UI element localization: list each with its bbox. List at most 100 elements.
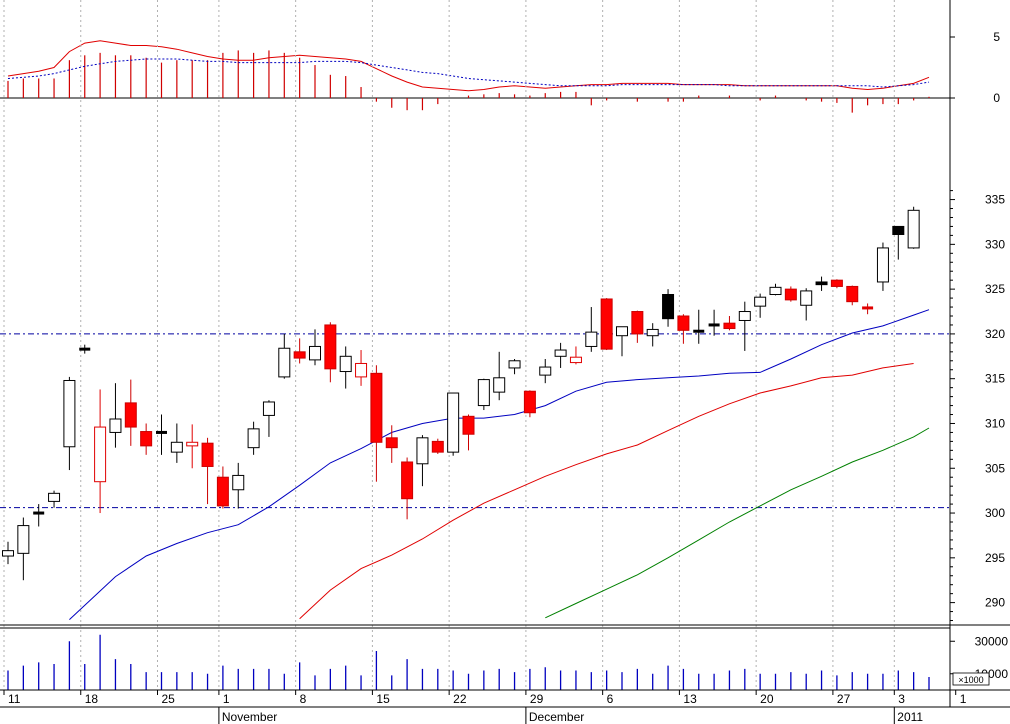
macd-tick-label: 0 xyxy=(993,91,1000,105)
day-label: 3 xyxy=(898,692,905,706)
candle xyxy=(616,326,628,357)
candle-body xyxy=(370,372,383,443)
candle-body xyxy=(17,525,30,554)
candle xyxy=(846,285,859,306)
candle-body xyxy=(508,360,521,369)
candle-body xyxy=(385,437,398,449)
candle-body xyxy=(2,550,14,557)
price-tick-label: 330 xyxy=(985,237,1005,251)
candle-body xyxy=(278,347,291,378)
candle xyxy=(247,421,260,455)
candle xyxy=(156,414,167,455)
moving-average-line-2 xyxy=(299,363,914,620)
candle-body xyxy=(539,366,552,376)
candle-body xyxy=(738,311,751,321)
candle xyxy=(569,346,582,365)
candle-body xyxy=(815,281,828,286)
day-label: 1 xyxy=(960,692,967,706)
candle xyxy=(800,288,813,321)
candle-body xyxy=(754,296,767,307)
day-label: 20 xyxy=(760,692,774,706)
candle xyxy=(33,504,45,527)
candle xyxy=(140,423,153,455)
candle xyxy=(508,358,521,375)
candle-body xyxy=(830,279,843,287)
candle-body xyxy=(662,294,675,320)
price-tick-label: 325 xyxy=(985,282,1005,296)
day-label: 18 xyxy=(85,692,99,706)
candle-body xyxy=(140,431,153,447)
candle-body xyxy=(554,349,567,357)
candle xyxy=(662,289,675,327)
candle xyxy=(493,351,506,401)
price-tick-label: 290 xyxy=(985,596,1005,610)
candle xyxy=(523,390,536,418)
candle xyxy=(631,310,644,343)
candle xyxy=(784,286,797,302)
candle-body xyxy=(33,511,45,515)
candle-body xyxy=(693,329,705,333)
candle xyxy=(754,293,767,318)
candle-body xyxy=(723,322,736,330)
moving-average-line-3 xyxy=(545,427,930,619)
macd-tick-label: 5 xyxy=(993,30,1000,44)
candle-body xyxy=(401,461,414,500)
candle xyxy=(677,314,690,344)
price-tick-label: 320 xyxy=(985,327,1005,341)
candle xyxy=(2,541,14,565)
candle xyxy=(232,462,245,509)
candle xyxy=(262,400,275,437)
candle xyxy=(907,206,920,249)
day-label: 11 xyxy=(8,692,21,706)
candle xyxy=(293,338,306,364)
day-label: 29 xyxy=(530,692,544,706)
candle xyxy=(324,322,337,383)
candle xyxy=(708,309,720,336)
candle-body xyxy=(124,402,137,428)
candle xyxy=(477,378,490,411)
candle-body xyxy=(293,351,306,359)
day-label: 22 xyxy=(453,692,467,706)
candle xyxy=(738,301,751,351)
candle xyxy=(462,414,475,451)
candle-body xyxy=(94,426,107,483)
macd-line xyxy=(7,40,930,92)
day-label: 1 xyxy=(223,692,230,706)
candle xyxy=(876,242,889,291)
candle xyxy=(431,438,444,454)
candle xyxy=(862,303,874,315)
candle xyxy=(830,279,843,289)
candle-body xyxy=(569,356,582,364)
candle-body xyxy=(339,355,352,373)
candle xyxy=(600,298,613,351)
day-label: 13 xyxy=(683,692,697,706)
price-tick-label: 300 xyxy=(985,506,1005,520)
price-panel: 335 330 325 320 315 310 305 300 295 290 xyxy=(0,0,1005,690)
price-tick-label: 305 xyxy=(985,461,1005,475)
candle-body xyxy=(600,298,613,350)
candle xyxy=(186,424,199,469)
candle xyxy=(401,457,414,520)
candle xyxy=(48,490,61,508)
candle-body xyxy=(523,390,536,414)
candle xyxy=(17,517,30,581)
day-label: 27 xyxy=(837,692,851,706)
candle-body xyxy=(708,323,720,327)
candle-body xyxy=(201,442,214,467)
candle-body xyxy=(677,315,690,331)
candle xyxy=(79,344,91,354)
candle xyxy=(769,283,782,296)
candle-body xyxy=(646,328,659,337)
candle-body xyxy=(431,440,444,453)
candle-body xyxy=(109,418,122,433)
candle-body xyxy=(416,437,429,465)
candle-body xyxy=(585,331,598,347)
candle xyxy=(201,437,214,505)
candle xyxy=(416,435,429,487)
panel-frames xyxy=(0,0,1010,707)
candle xyxy=(892,225,905,260)
candle xyxy=(94,389,107,514)
price-tick-label: 315 xyxy=(985,372,1005,386)
